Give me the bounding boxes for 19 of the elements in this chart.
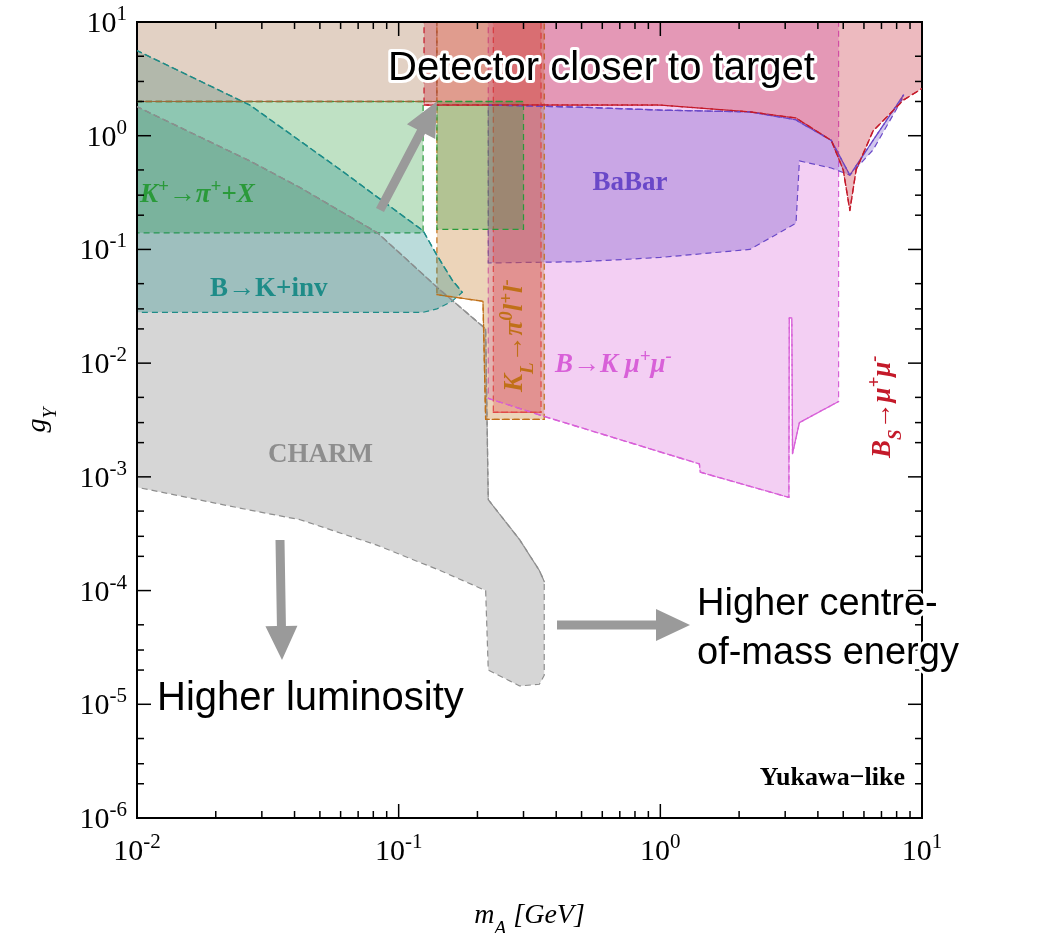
text: CHARM xyxy=(268,438,373,468)
y-tick-label: 10$^{1}$ xyxy=(86,1,127,38)
text: B→K+inv xyxy=(210,272,328,302)
x-tick-label: 10$^{0}$ xyxy=(640,829,681,866)
text: BaBar xyxy=(592,166,668,196)
y-tick-label: 10$^{-4}$ xyxy=(79,569,128,607)
y-tick-label: 10$^{-2}$ xyxy=(79,342,127,380)
x-tick-label: 10$^{-1}$ xyxy=(374,829,423,866)
y-tick-label: 10$^{0}$ xyxy=(86,114,127,152)
series-label: B→K μ$^{+}$μ$^{-}$ xyxy=(554,344,672,378)
x-axis-title: m$_{A}$ [GeV] xyxy=(474,898,585,933)
annotation: Higher luminosity xyxy=(157,674,464,718)
text: K$^{+}$→π$^{+}$+X xyxy=(139,174,256,208)
y-tick-label: 10$^{-1}$ xyxy=(79,228,127,266)
y-tick-label: 10$^{-5}$ xyxy=(79,683,127,721)
annotation: Detector closer to target xyxy=(388,44,815,88)
y-tick-label: 10$^{-3}$ xyxy=(79,455,127,493)
annotation: Yukawa−like xyxy=(759,762,905,791)
x-tick-label: 10$^{1}$ xyxy=(901,829,943,866)
